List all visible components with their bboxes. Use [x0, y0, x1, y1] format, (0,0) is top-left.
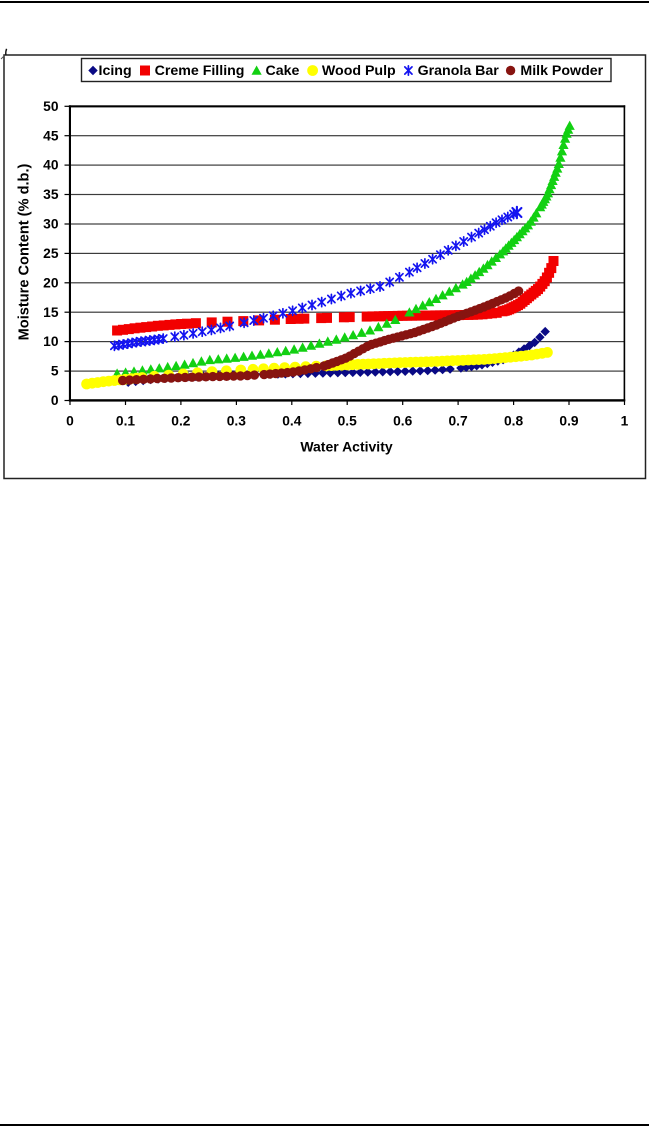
svg-text:Icing: Icing: [99, 63, 132, 79]
svg-text:45: 45: [43, 128, 59, 143]
svg-text:0.6: 0.6: [393, 414, 413, 429]
svg-text:50: 50: [43, 99, 59, 114]
svg-text:10: 10: [43, 334, 59, 349]
svg-text:1: 1: [621, 414, 629, 429]
svg-text:5: 5: [51, 364, 59, 379]
svg-text:0.1: 0.1: [116, 414, 136, 429]
svg-text:0.9: 0.9: [559, 414, 579, 429]
svg-text:Wood Pulp: Wood Pulp: [322, 63, 396, 79]
svg-text:0.4: 0.4: [282, 414, 302, 429]
svg-text:Granola Bar: Granola Bar: [418, 63, 500, 79]
svg-text:0.2: 0.2: [171, 414, 191, 429]
svg-text:0.7: 0.7: [449, 414, 469, 429]
svg-text:35: 35: [43, 187, 59, 202]
svg-text:0.8: 0.8: [504, 414, 524, 429]
svg-text:30: 30: [43, 217, 59, 232]
svg-text:0: 0: [66, 414, 74, 429]
svg-text:0: 0: [51, 393, 59, 408]
svg-text:25: 25: [43, 246, 59, 261]
svg-text:Creme Filling: Creme Filling: [155, 63, 245, 79]
svg-text:Cake: Cake: [266, 63, 300, 79]
svg-text:Water Activity: Water Activity: [300, 439, 393, 455]
svg-text:15: 15: [43, 305, 59, 320]
svg-text:40: 40: [43, 158, 59, 173]
svg-text:Milk Powder: Milk Powder: [520, 63, 603, 79]
svg-text:Moisture Content (% d.b.): Moisture Content (% d.b.): [16, 163, 32, 340]
svg-text:0.5: 0.5: [338, 414, 358, 429]
svg-text:0.3: 0.3: [227, 414, 247, 429]
svg-text:20: 20: [43, 275, 59, 290]
